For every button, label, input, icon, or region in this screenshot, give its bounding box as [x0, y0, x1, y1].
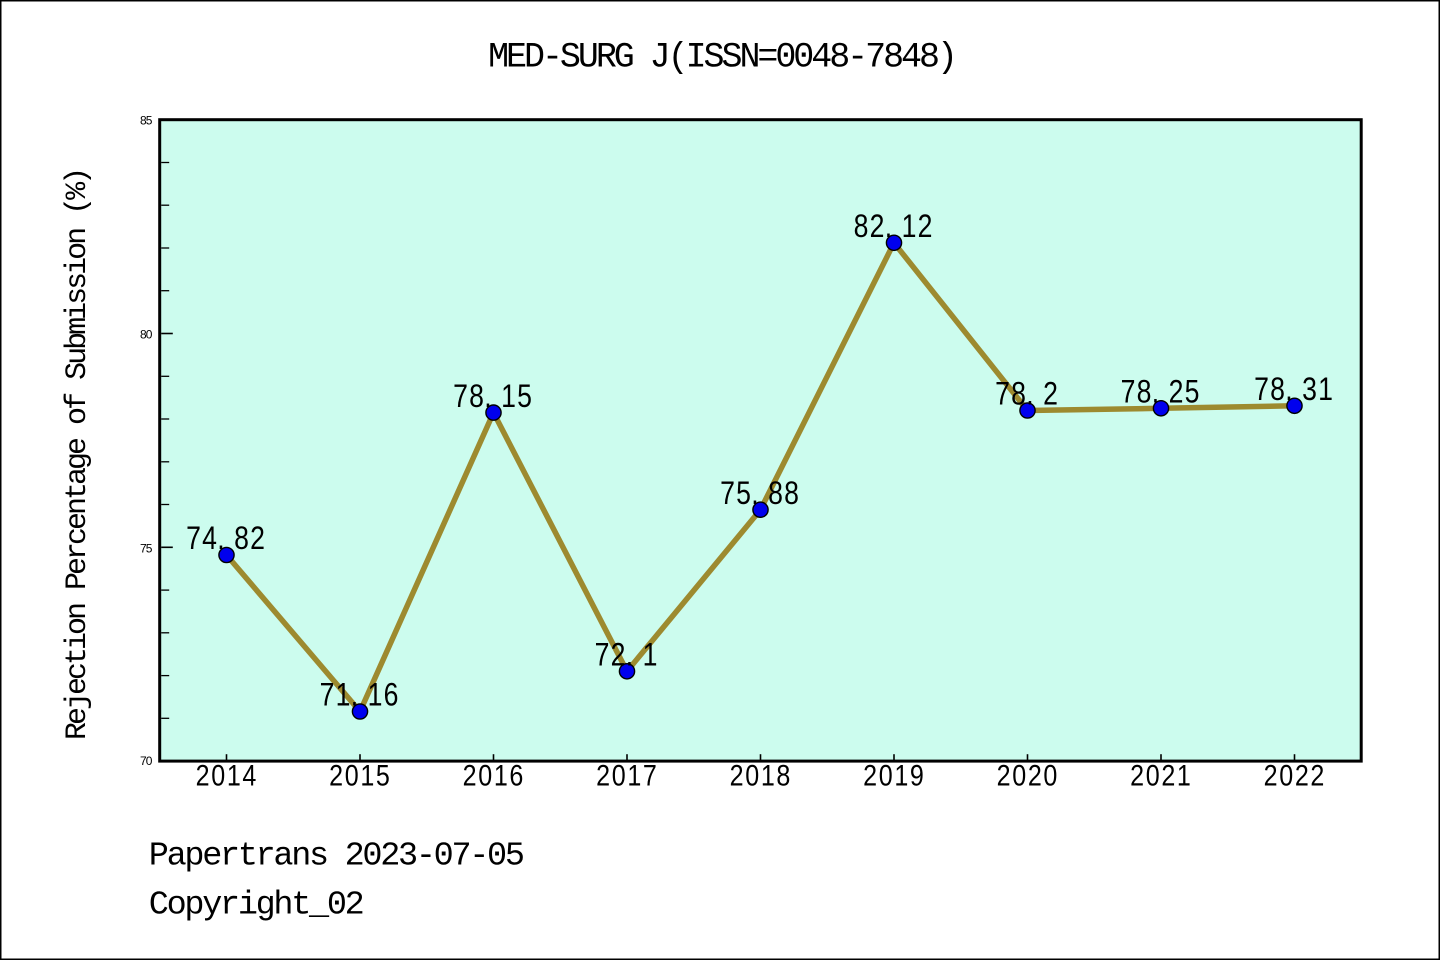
svg-text:2022: 2022 — [1264, 759, 1325, 792]
svg-text:2019: 2019 — [863, 759, 924, 792]
svg-text:2017: 2017 — [596, 759, 657, 792]
svg-text:MED-SURG J(ISSN=0048-7848): MED-SURG J(ISSN=0048-7848) — [488, 38, 955, 78]
svg-text:85: 85 — [140, 114, 153, 128]
svg-text:Copyright_02: Copyright_02 — [149, 886, 363, 924]
svg-text:2021: 2021 — [1130, 759, 1191, 792]
svg-text:2018: 2018 — [730, 759, 791, 792]
svg-text:2015: 2015 — [329, 759, 390, 792]
svg-text:2020: 2020 — [997, 759, 1058, 792]
svg-text:75: 75 — [140, 541, 153, 555]
svg-text:Papertrans 2023-07-05: Papertrans 2023-07-05 — [149, 837, 523, 875]
svg-text:2016: 2016 — [463, 759, 524, 792]
svg-text:78.2: 78.2 — [995, 376, 1058, 412]
svg-text:Rejection Percentage of Submis: Rejection Percentage of Submission (%) — [61, 170, 95, 740]
svg-text:2014: 2014 — [196, 759, 257, 792]
svg-text:70: 70 — [140, 754, 153, 768]
svg-text:80: 80 — [140, 328, 153, 342]
svg-text:72.1: 72.1 — [595, 637, 658, 673]
